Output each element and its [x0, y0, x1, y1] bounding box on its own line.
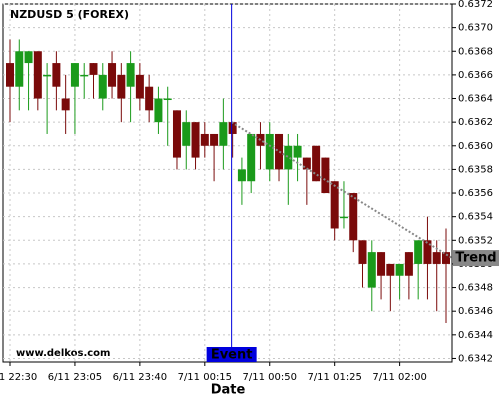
plot-frame: [2, 3, 453, 363]
candle-body: [80, 74, 89, 77]
event-label-box: [206, 347, 257, 362]
trend-label: Trend: [455, 251, 496, 266]
candle-body: [210, 133, 219, 146]
y-tick-label: 0.6342: [458, 353, 493, 364]
candle-body: [367, 252, 376, 288]
y-tick-label: 0.6348: [458, 283, 493, 294]
trend-label-box: [453, 250, 499, 267]
y-tick-label: 0.6356: [458, 188, 493, 199]
watermark: www.delkos.com: [16, 348, 110, 359]
candle-body: [98, 74, 107, 99]
candle-body: [70, 63, 79, 87]
candle-body: [33, 51, 42, 99]
candle-body: [154, 98, 163, 123]
candle-body: [423, 240, 432, 264]
y-tick-label: 0.6368: [458, 46, 493, 57]
candle-body: [432, 252, 441, 264]
candle-body: [200, 133, 209, 146]
candle-body: [339, 216, 348, 219]
candle-body: [349, 193, 358, 241]
candle-body: [293, 145, 302, 158]
x-tick-label: 6/11 22:30: [0, 372, 37, 383]
candle-body: [191, 122, 200, 158]
candle-body: [43, 74, 52, 77]
y-tick-label: 0.6352: [458, 235, 493, 246]
x-tick-label: 6/11 23:05: [48, 372, 102, 383]
candle-body: [312, 145, 321, 182]
y-tick-label: 0.6360: [458, 141, 493, 152]
candle-body: [275, 133, 284, 170]
candle-body: [117, 74, 126, 99]
candle-body: [61, 98, 70, 111]
candle-body: [89, 63, 98, 75]
candle-body: [24, 51, 33, 64]
chart-title: NZDUSD 5 (FOREX): [10, 8, 129, 21]
candle-body: [52, 63, 61, 87]
x-tick-label: 7/11 00:15: [178, 372, 232, 383]
candle-body: [219, 122, 228, 146]
candle-body: [442, 252, 450, 264]
candle-body: [247, 133, 256, 182]
candle-body: [182, 122, 191, 146]
candle-body: [172, 110, 181, 158]
y-tick-label: 0.6358: [458, 164, 493, 175]
y-tick-label: 0.6370: [458, 23, 493, 34]
candle-body: [321, 157, 330, 194]
candle-body: [145, 86, 154, 111]
y-tick-label: 0.6364: [458, 94, 493, 105]
y-tick-label: 0.6372: [458, 0, 493, 10]
y-tick-label: 0.6346: [458, 306, 493, 317]
x-axis-label: Date: [211, 383, 246, 398]
x-tick-label: 7/11 00:50: [243, 372, 297, 383]
x-tick-label: 7/11 01:25: [307, 372, 361, 383]
candle-body: [163, 98, 172, 101]
x-tick-label: 6/11 23:40: [113, 372, 167, 383]
candle-body: [386, 263, 395, 276]
candle-body: [265, 133, 274, 170]
candle-body: [358, 240, 367, 264]
candle-body: [377, 252, 386, 276]
candle-body: [237, 169, 246, 182]
candle-body: [404, 252, 413, 276]
candle-body: [135, 74, 144, 99]
y-tick-label: 0.6366: [458, 70, 493, 81]
y-tick-label: 0.6354: [458, 212, 493, 223]
candle-body: [414, 240, 423, 264]
trend-line: [231, 121, 453, 259]
candle-body: [126, 63, 135, 87]
x-tick-label: 7/11 02:00: [372, 372, 426, 383]
candle-body: [228, 122, 237, 134]
candle-body: [15, 51, 24, 87]
candle-body: [6, 63, 14, 87]
y-tick-label: 0.6362: [458, 117, 493, 128]
candle-body: [108, 63, 117, 87]
candle-body: [302, 157, 311, 170]
candle-body: [330, 181, 339, 229]
event-label: Event: [211, 348, 253, 363]
y-tick-label: 0.6344: [458, 330, 493, 341]
candle-body: [395, 263, 404, 276]
candle-body: [284, 145, 293, 170]
